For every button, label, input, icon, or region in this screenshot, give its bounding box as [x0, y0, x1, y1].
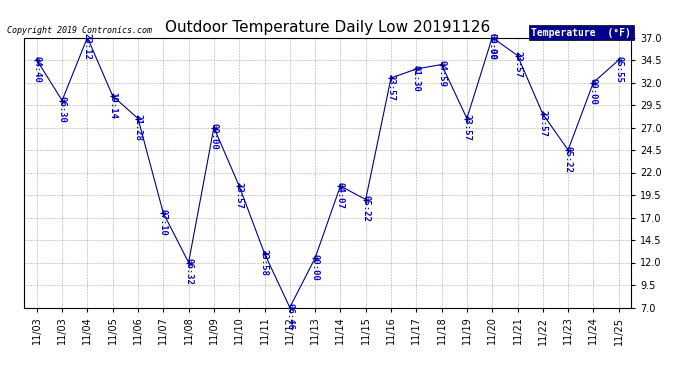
- Title: Outdoor Temperature Daily Low 20191126: Outdoor Temperature Daily Low 20191126: [165, 20, 491, 35]
- Text: Copyright 2019 Contronícs.com: Copyright 2019 Contronícs.com: [7, 26, 152, 35]
- Text: 04:07: 04:07: [336, 182, 345, 209]
- Text: 00:00: 00:00: [488, 33, 497, 60]
- Text: 06:46: 06:46: [285, 303, 295, 330]
- Text: 19:14: 19:14: [108, 92, 117, 119]
- Text: 05:55: 05:55: [614, 56, 623, 83]
- Text: 00:00: 00:00: [488, 33, 497, 60]
- Text: 04:40: 04:40: [32, 56, 41, 83]
- Text: 00:00: 00:00: [310, 254, 319, 281]
- Text: 05:22: 05:22: [361, 195, 371, 222]
- Text: 06:30: 06:30: [57, 96, 67, 123]
- Text: 23:57: 23:57: [235, 182, 244, 209]
- Text: 23:12: 23:12: [83, 33, 92, 60]
- Text: 04:59: 04:59: [437, 60, 446, 87]
- Text: 23:57: 23:57: [513, 51, 522, 78]
- Text: 00:00: 00:00: [209, 123, 219, 150]
- Text: 07:10: 07:10: [159, 209, 168, 236]
- Text: 23:58: 23:58: [260, 249, 269, 276]
- Text: 06:32: 06:32: [184, 258, 193, 285]
- Text: 23:57: 23:57: [538, 110, 547, 137]
- Text: 05:22: 05:22: [564, 146, 573, 173]
- Text: 00:00: 00:00: [589, 78, 598, 105]
- Text: Temperature  (°F): Temperature (°F): [531, 27, 631, 38]
- Text: 21:28: 21:28: [133, 114, 143, 141]
- Text: 23:57: 23:57: [462, 114, 471, 141]
- Text: 01:30: 01:30: [412, 65, 421, 92]
- Text: 23:57: 23:57: [386, 74, 395, 101]
